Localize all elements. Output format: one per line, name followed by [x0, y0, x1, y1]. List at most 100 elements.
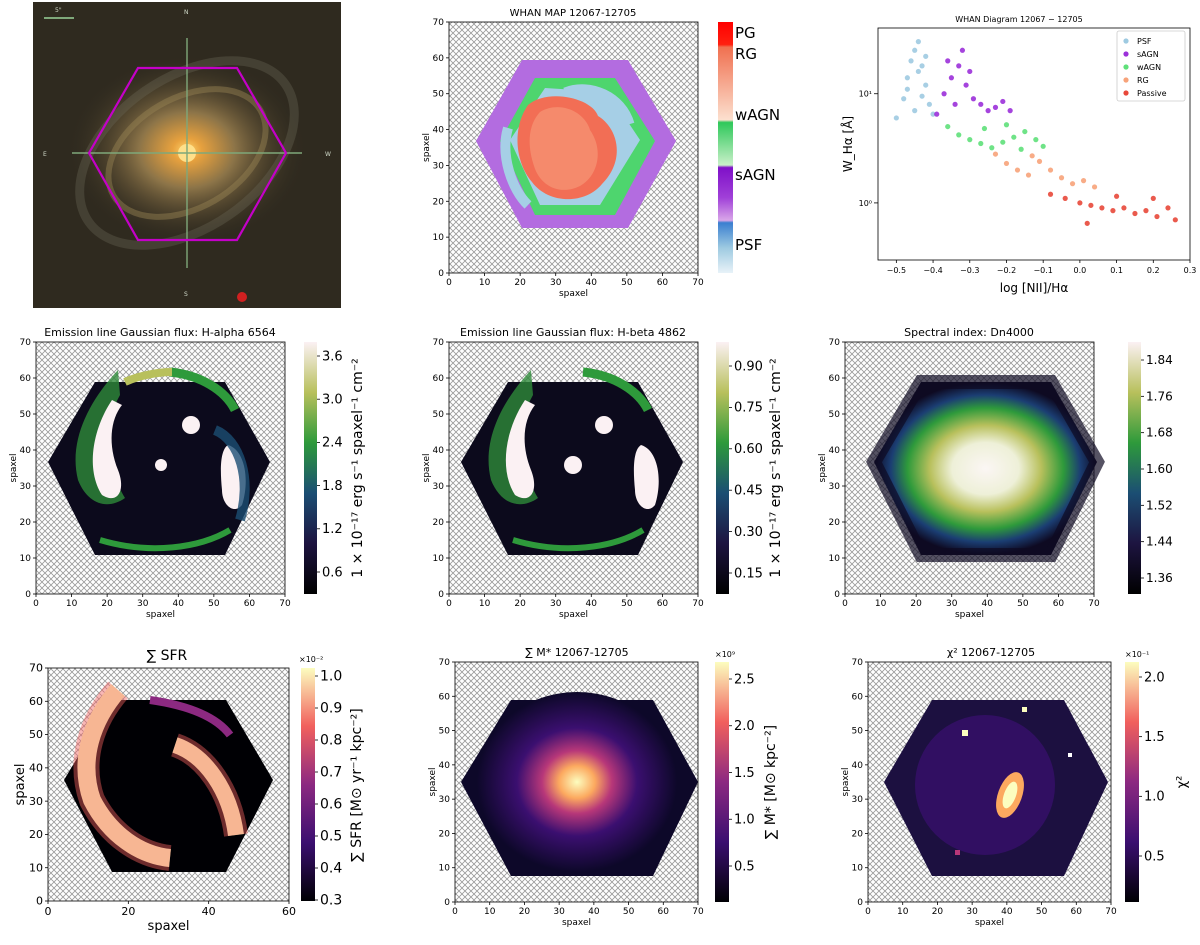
dn4000-xtick-label: 70	[1088, 599, 1100, 609]
hbeta-colorbar-ticks: 0.90 0.75 0.60 0.45 0.30 0.15	[729, 359, 763, 581]
whan-diagram-xtick-label: −0.3	[960, 266, 979, 275]
hbeta-ytick-label: 20	[433, 518, 445, 528]
halpha-xlabel: spaxel	[146, 610, 175, 620]
chi2-hotspot-core	[1002, 781, 1018, 809]
whan-map-rg-core	[529, 107, 598, 190]
sfr-title: ∑ SFR	[147, 648, 188, 664]
whan-point-passive	[1113, 193, 1120, 199]
whan-point-psf	[904, 86, 910, 92]
mass-xtick-label: 40	[588, 907, 600, 917]
whan-point-sagn	[956, 63, 962, 69]
whan-diagram-ytick-label: 10⁰	[859, 199, 872, 208]
whan_map-xtick-label: 10	[479, 278, 491, 288]
whan-point-rg	[1014, 167, 1021, 173]
whan-diagram-ylabel: W_Hα [Å]	[840, 116, 855, 172]
halpha-colorbar-label: 1 × 10⁻¹⁷ erg s⁻¹ spaxel⁻¹ cm⁻²	[350, 358, 366, 578]
whan-point-wagn	[1000, 139, 1006, 145]
foreground-star	[237, 292, 247, 302]
chi2-ytick-label: 60	[852, 692, 864, 702]
whan-point-passive	[1110, 208, 1116, 214]
chi2-outlier-2	[1022, 707, 1027, 712]
whan-point-sagn	[978, 101, 984, 107]
whan-legend-label-wagn: wAGN	[1137, 63, 1161, 72]
mass-axes: 0 10 20 30 40 50 60 70 0 10 20 30 40 50 60 70 spaxel spax…	[428, 658, 704, 928]
mass-ytick-label: 30	[439, 795, 451, 805]
whan-diagram-panel: WHAN Diagram 12067 − 12705 −0.5 −0.4 −0.3−…	[840, 15, 1196, 295]
halpha-xtick-label: 70	[279, 599, 291, 609]
halpha-xtick-label: 10	[66, 599, 78, 609]
dn4000-ytick-label: 50	[829, 410, 841, 420]
whan-point-sagn	[941, 91, 947, 97]
mass-xtick-label: 20	[519, 907, 531, 917]
hbeta-cbar-tick-label: 0.75	[734, 401, 763, 416]
sfr-colorbar-ticks: 1.0 0.9 0.8 0.7 0.6 0.5 0.4 0.3	[315, 669, 342, 909]
whan-point-passive	[1088, 202, 1094, 208]
sfr-arm-left-halo	[73, 681, 172, 871]
sfr-arm-right	[172, 737, 244, 837]
sfr-cbar-tick-label: 0.9	[320, 701, 342, 717]
whan-map-psf-arm-left	[500, 126, 532, 209]
hbeta-ytick-label: 70	[433, 338, 445, 348]
chi2-xlabel: spaxel	[975, 918, 1004, 928]
mass-xtick-label: 10	[484, 907, 496, 917]
whan-point-passive	[1172, 217, 1178, 223]
hbeta-panel: Emission line Gaussian flux: H-beta 4862…	[422, 326, 784, 620]
whan-point-wagn	[956, 132, 962, 138]
spiral-arm-outer	[75, 56, 299, 250]
hbeta-cbar-tick-label: 0.45	[734, 484, 763, 499]
halpha-panel: Emission line Gaussian flux: H-alpha 656…	[9, 326, 366, 620]
sfr-ytick-label: 50	[29, 728, 43, 741]
dn4000-ytick-label: 60	[829, 374, 841, 384]
mass-ytick-label: 0	[444, 898, 450, 908]
whan-point-wagn	[1040, 143, 1046, 149]
whan-legend-label-rg: RG	[1137, 76, 1149, 85]
sfr-ytick-label: 0	[36, 895, 43, 908]
chi2-colorbar-ticks: 2.0 1.5 1.0 0.5	[1139, 670, 1165, 864]
dn4000-axes: 0 10 20 30 40 50 60 70 0 10 20 30 40 50 60 70 spaxel spax…	[818, 338, 1100, 620]
sfr-cbar-tick-label: 0.4	[320, 861, 342, 877]
hbeta-xtick-label: 30	[550, 599, 562, 609]
ifu-hexagon	[87, 66, 288, 242]
whan_map-ytick-label: 40	[433, 126, 445, 136]
whan-diagram-points	[893, 39, 1178, 226]
chi2-ytick-label: 70	[852, 658, 864, 668]
compass-east: E	[43, 151, 47, 158]
chi2-xtick-label: 50	[1036, 907, 1048, 917]
halpha-cbar-tick-label: 0.6	[322, 565, 343, 580]
halpha-ytick-label: 60	[20, 374, 32, 384]
mass-cbar-tick-label: 2.0	[734, 719, 755, 734]
mass-xtick-label: 0	[452, 907, 458, 917]
hbeta-arm-bottom	[512, 527, 645, 552]
dn4000-xtick-label: 40	[982, 599, 994, 609]
whan-diagram-title: WHAN Diagram 12067 − 12705	[955, 15, 1083, 24]
halpha-cbar-tick-label: 2.4	[322, 436, 343, 451]
whan-point-psf	[915, 68, 921, 75]
dn4000-cbar-tick-label: 1.84	[1146, 353, 1173, 367]
whan-point-psf	[901, 96, 907, 102]
whan_map-ytick-label: 0	[438, 269, 444, 279]
whan-diagram-xtick-label: −0.5	[887, 266, 906, 275]
whan-point-sagn	[945, 58, 951, 64]
mass-ytick-label: 10	[439, 864, 451, 874]
whan-point-rg	[1058, 175, 1065, 181]
whan_map-xtick-label: 60	[657, 278, 669, 288]
sfr-colorbar-label: ∑ SFR [M⊙ yr⁻¹ kpc⁻²]	[349, 708, 365, 861]
sfr-axes: 0 20 40 60 0 10 20 30 40 50 60 70 spaxel spaxel	[13, 662, 296, 934]
sfr-ytick-label: 20	[29, 828, 43, 841]
mass-ytick-label: 50	[439, 727, 451, 737]
whan_map-ytick-label: 20	[433, 197, 445, 207]
halpha-cbar-tick-label: 3.6	[322, 349, 343, 364]
whan-diagram-xtick-label: 0.2	[1147, 266, 1160, 275]
chi2-panel: χ² 12067-12705 0 10 20 30 40 50 60 70 0 10 20 30 40 5…	[841, 646, 1190, 928]
whan-class-label-wagn: wAGN	[735, 106, 780, 124]
dn4000-ytick-label: 20	[829, 518, 841, 528]
hbeta-xtick-label: 20	[514, 599, 526, 609]
whan-point-passive	[1047, 191, 1054, 197]
whan-map-panel: WHAN MAP 12067-12705 0 10 20 30 40 50 60 70 0 10 2…	[422, 8, 780, 299]
dn4000-xtick-label: 60	[1053, 599, 1065, 609]
hbeta-arm-top	[582, 367, 653, 413]
chi2-title: χ² 12067-12705	[947, 646, 1035, 659]
whan-diagram-xtick-label: −0.4	[923, 266, 942, 275]
dn4000-cbar-tick-label: 1.44	[1146, 535, 1173, 549]
compass-north: N	[184, 9, 189, 16]
